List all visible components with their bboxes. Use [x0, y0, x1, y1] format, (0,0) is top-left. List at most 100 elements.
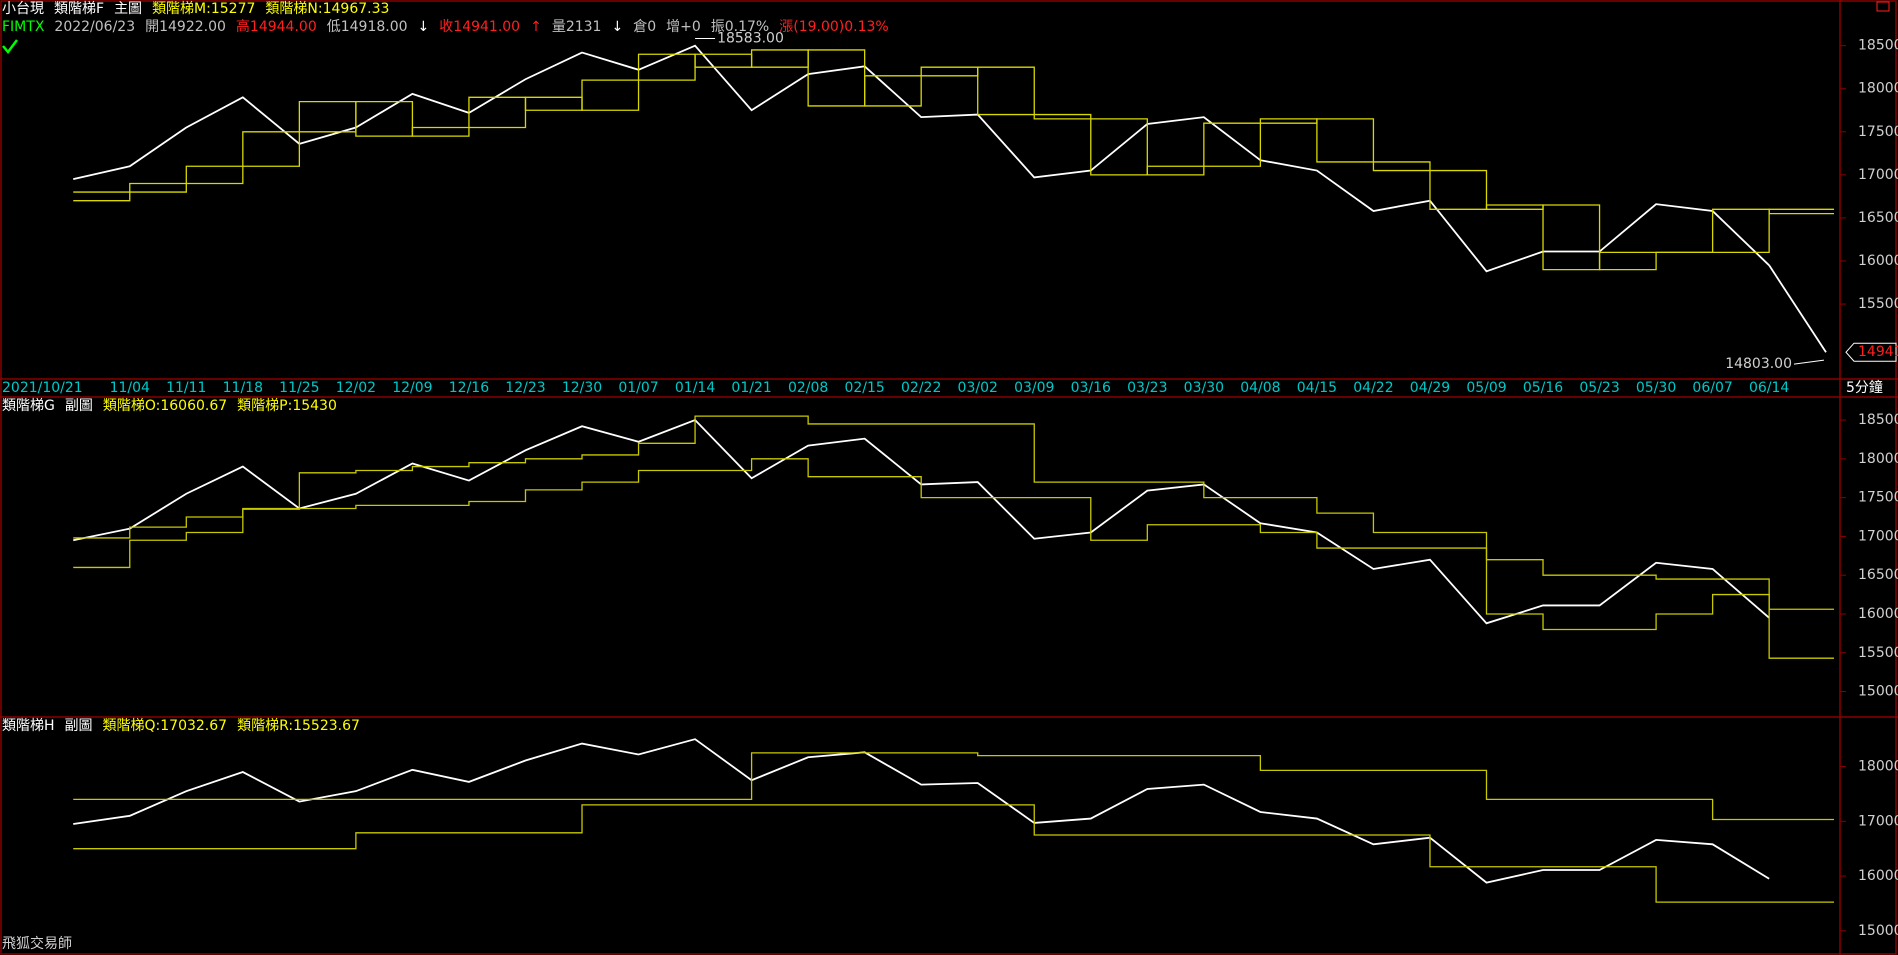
y-tick-label: 15500	[1858, 296, 1898, 312]
x-tick-label: 12/09	[392, 380, 432, 396]
y-tick-label: 18500	[1858, 412, 1898, 428]
y-tick-label: 15000	[1858, 923, 1898, 939]
header-item: 類階梯F	[54, 1, 104, 17]
low-label: 14803.00	[1725, 356, 1792, 372]
last-price-segment	[1768, 264, 1827, 353]
y-tick-label: 17500	[1858, 124, 1898, 140]
header-item: 開14922.00	[145, 19, 226, 35]
y-tick-label: 16000	[1858, 253, 1898, 269]
step-line	[73, 415, 1834, 610]
y-tick-label: 17000	[1858, 528, 1898, 544]
x-tick-label: 12/02	[336, 380, 376, 396]
header-item: 量2131	[552, 19, 602, 35]
header-item: 類階梯R:15523.67	[237, 718, 360, 734]
x-tick-label: 02/22	[901, 380, 941, 396]
x-tick-label: 2021/10/21	[2, 380, 83, 396]
header-item: 低14918.00	[327, 19, 408, 35]
header-item: 漲(19.00)0.13%	[779, 19, 888, 35]
x-tick-label: 05/30	[1636, 380, 1676, 396]
x-tick-label: 03/30	[1184, 380, 1224, 396]
header-item: 類階梯Q:17032.67	[103, 718, 228, 734]
x-tick-label: 05/23	[1579, 380, 1619, 396]
y-tick-label: 17000	[1858, 813, 1898, 829]
header-item: 高14944.00	[236, 18, 317, 35]
header-item: 小台現	[2, 1, 44, 17]
header-item: 類階梯O:16060.67	[103, 398, 227, 414]
y-tick-label: 18000	[1858, 81, 1898, 97]
header-item: ↓	[418, 19, 430, 35]
low-marker	[1793, 359, 1825, 365]
y-tick-label: 18000	[1858, 451, 1898, 467]
y-tick-label: 16000	[1858, 606, 1898, 622]
x-tick-label: 02/08	[788, 380, 828, 396]
panel-header: 小台現 類階梯F 主圖 類階梯M:15277 類階梯N:14967.33	[2, 1, 389, 17]
x-tick-label: 05/09	[1466, 380, 1506, 396]
interval-label: 5分鐘	[1846, 379, 1883, 396]
step-line	[73, 458, 1834, 659]
header-item: 倉0	[633, 19, 656, 35]
x-tick-label: 01/14	[675, 380, 715, 396]
x-tick-label: 12/23	[505, 380, 545, 396]
x-tick-label: 04/22	[1353, 380, 1393, 396]
header-item: 副圖	[65, 718, 93, 734]
header-item: ↓	[611, 19, 623, 35]
header-item: 類階梯G	[2, 398, 55, 414]
footer-brand: 飛狐交易師	[2, 935, 72, 952]
x-tick-label: 11/25	[279, 380, 319, 396]
y-tick-label: 18500	[1858, 38, 1898, 54]
x-tick-label: 03/09	[1014, 380, 1054, 396]
x-tick-label: 12/16	[449, 380, 489, 396]
x-tick-label: 06/14	[1749, 380, 1789, 396]
panel-header: 類階梯H 副圖 類階梯Q:17032.67 類階梯R:15523.67	[2, 718, 360, 734]
step-line	[73, 49, 1834, 271]
header-item: 類階梯M:15277	[152, 1, 255, 17]
y-tick-label: 16500	[1858, 567, 1898, 583]
header-item: 增+0	[666, 19, 701, 35]
last-price-label: 14941	[1858, 344, 1898, 360]
x-tick-label: 11/11	[166, 380, 206, 396]
price-line	[73, 738, 1770, 884]
step-line	[73, 804, 1834, 903]
header-item: 2022/06/23	[54, 19, 135, 35]
panel-header: FIMTX 2022/06/23 開14922.00 高14944.00 低14918.…	[2, 18, 889, 35]
header-item: FIMTX	[2, 19, 45, 35]
step-line	[73, 752, 1834, 821]
header-item: 類階梯P:15430	[237, 398, 337, 414]
y-tick-label: 15500	[1858, 645, 1898, 661]
y-tick-label: 15000	[1858, 684, 1898, 700]
x-tick-label: 03/23	[1127, 380, 1167, 396]
x-tick-label: 03/02	[958, 380, 998, 396]
y-tick-label: 16000	[1858, 868, 1898, 884]
header-item: 副圖	[65, 398, 93, 414]
header-item: 類階梯H	[2, 718, 55, 734]
x-tick-label: 04/08	[1240, 380, 1280, 396]
high-label: 18583.00	[717, 31, 784, 47]
header-item: 主圖	[114, 1, 142, 17]
x-tick-label: 01/21	[731, 380, 771, 396]
x-tick-label: 06/07	[1692, 380, 1732, 396]
header-item: 收14941.00	[439, 19, 520, 35]
x-tick-label: 12/30	[562, 380, 602, 396]
y-tick-label: 16500	[1858, 210, 1898, 226]
check-icon	[2, 39, 18, 55]
panel-header: 類階梯G 副圖 類階梯O:16060.67 類階梯P:15430	[2, 398, 337, 414]
x-tick-label: 03/16	[1071, 380, 1111, 396]
window-icon[interactable]	[1876, 1, 1890, 12]
y-tick-label: 17500	[1858, 490, 1898, 506]
x-tick-label: 11/04	[110, 380, 150, 396]
x-tick-label: 04/29	[1410, 380, 1450, 396]
x-tick-label: 05/16	[1523, 380, 1563, 396]
header-item: 類階梯N:14967.33	[265, 1, 389, 17]
y-tick-label: 18000	[1858, 759, 1898, 775]
x-tick-label: 02/15	[844, 380, 884, 396]
x-tick-label: 01/07	[618, 380, 658, 396]
header-item: ↑	[530, 19, 542, 35]
x-tick-label: 11/18	[223, 380, 263, 396]
y-tick-label: 17000	[1858, 167, 1898, 183]
header-item: 振0.17%	[711, 19, 769, 35]
x-tick-label: 04/15	[1297, 380, 1337, 396]
